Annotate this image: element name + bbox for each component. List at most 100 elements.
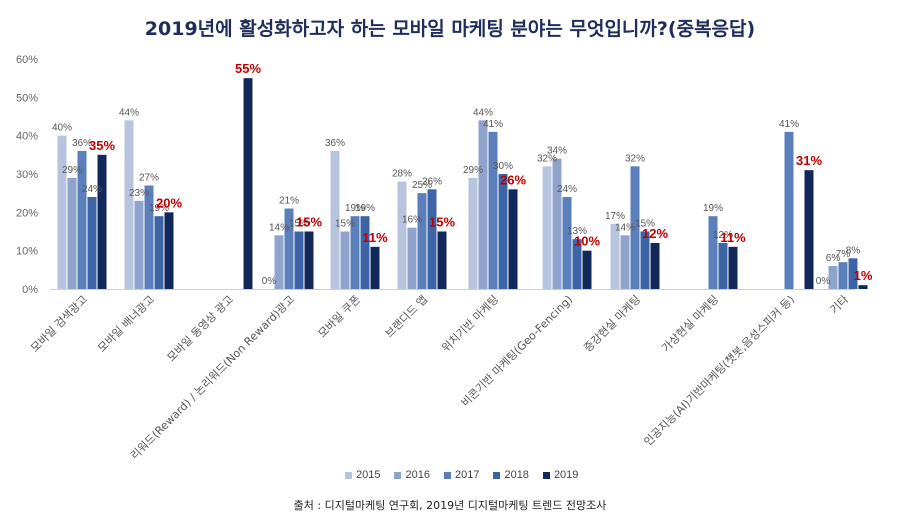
y-tick-label: 10% <box>16 246 38 258</box>
data-label-2017: 21% <box>279 196 299 207</box>
bar-2015 <box>542 166 552 289</box>
data-label-2019: 11% <box>720 230 746 245</box>
legend-item-2017: 2017 <box>443 469 480 481</box>
data-label-2019: 55% <box>235 61 261 76</box>
bar-2017 <box>144 185 154 289</box>
bar-2015 <box>397 181 407 289</box>
data-label-2018: 19% <box>149 203 169 214</box>
legend-swatch <box>443 471 451 479</box>
data-label-2016: 14% <box>269 222 289 233</box>
bar-2016 <box>620 235 630 289</box>
data-label-2018: 26% <box>422 176 442 187</box>
y-tick-label: 30% <box>16 169 38 181</box>
legend-label: 2016 <box>405 469 430 481</box>
data-label-2018: 30% <box>493 161 513 172</box>
bar-2019 <box>858 285 868 289</box>
legend-label: 2019 <box>553 469 579 481</box>
bar-2015 <box>468 177 478 289</box>
data-label-2018: 15% <box>289 219 309 230</box>
legend-item-2015: 2015 <box>345 469 380 481</box>
bar-2018 <box>848 258 858 289</box>
data-label-2019: 1% <box>854 268 873 283</box>
data-label-2017: 19% <box>345 203 365 214</box>
data-label-2018: 8% <box>846 245 861 256</box>
bar-2018 <box>498 174 508 289</box>
data-label-2016: 44% <box>473 107 493 118</box>
bar-2017 <box>77 151 87 289</box>
data-label-2016: 14% <box>615 222 635 233</box>
data-label-2017: 41% <box>779 119 799 130</box>
data-label-2017: 41% <box>483 119 503 130</box>
data-label-2015: 32% <box>537 153 557 164</box>
data-labels-group: 40%29%36%24%35%44%23%27%19%20%55%0%14%21… <box>52 61 873 287</box>
legend-swatch <box>345 471 352 479</box>
legend-swatch <box>394 471 402 479</box>
x-category-label: 기타 <box>828 293 852 317</box>
bar-2016 <box>274 235 284 289</box>
data-label-2019: 26% <box>500 172 526 187</box>
data-label-2018: 12% <box>713 230 733 241</box>
source-note: 출처 : 디지털마케팅 연구회, 2019년 디지털마케팅 트렌드 전망조사 <box>293 499 607 512</box>
data-label-2019: 15% <box>296 215 322 230</box>
legend-item-2019: 2019 <box>542 469 579 481</box>
bar-2016 <box>67 177 77 289</box>
bar-2019 <box>243 78 253 290</box>
y-tick-label: 60% <box>16 54 38 66</box>
legend-swatch <box>493 471 501 479</box>
x-category-label: 인공지능(AI)기반마케팅(챗봇,음성스피커 등) <box>641 292 797 448</box>
legend-label: 2017 <box>454 469 480 481</box>
bars-group <box>57 78 868 290</box>
bar-2015 <box>610 223 620 289</box>
data-label-2015: 29% <box>463 165 483 176</box>
bar-2019 <box>97 154 107 289</box>
bar-2018 <box>294 231 304 289</box>
bar-2016 <box>478 120 488 289</box>
y-tick-label: 40% <box>16 131 38 143</box>
data-label-2016: 29% <box>62 165 82 176</box>
legend: 2015 2016 2017 2018 2019 <box>345 469 578 481</box>
bar-2019 <box>650 243 660 289</box>
data-label-2015: 0% <box>816 276 831 287</box>
bar-2019 <box>728 246 738 289</box>
data-label-2019: 35% <box>89 138 115 153</box>
x-category-label: 모바일 쿠폰 <box>315 292 363 340</box>
bar-2018 <box>572 239 582 289</box>
data-label-2017: 24% <box>557 184 577 195</box>
bar-2018 <box>87 197 97 289</box>
data-label-2015: 36% <box>325 138 345 149</box>
data-label-2018: 15% <box>635 219 655 230</box>
chart-title: 2019년에 활성화하고자 하는 모바일 마케팅 분야는 무엇입니까?(중복응답… <box>144 18 756 40</box>
bar-2015 <box>57 135 67 289</box>
bar-2016 <box>340 231 350 289</box>
data-label-2017: 7% <box>836 249 851 260</box>
data-label-2019: 12% <box>642 226 668 241</box>
bar-2018 <box>718 243 728 289</box>
bar-2019 <box>508 189 518 289</box>
bar-2019 <box>804 170 814 289</box>
data-label-2019: 11% <box>362 230 388 245</box>
bar-2017 <box>488 131 498 289</box>
data-label-2016: 34% <box>547 146 567 157</box>
bar-2017 <box>784 131 794 289</box>
legend-item-2016: 2016 <box>394 469 430 481</box>
bar-2018 <box>154 216 164 289</box>
data-label-2016: 23% <box>129 188 149 199</box>
data-label-2016: 6% <box>826 253 841 264</box>
data-label-2019: 15% <box>429 215 455 230</box>
data-label-2018: 13% <box>567 226 587 237</box>
data-label-2015: 44% <box>119 107 139 118</box>
bar-2017 <box>630 166 640 289</box>
data-label-2016: 15% <box>335 219 355 230</box>
data-label-2017: 19% <box>703 203 723 214</box>
legend-item-2018: 2018 <box>493 469 529 481</box>
bar-2019 <box>370 246 380 289</box>
data-label-2019: 20% <box>156 195 182 210</box>
bar-2018 <box>360 216 370 289</box>
x-category-label: 모바일 배너광고 <box>95 292 157 354</box>
legend-label: 2018 <box>504 469 529 481</box>
x-category-label: 모바일 동영상 광고 <box>164 292 236 364</box>
data-label-2017: 36% <box>72 138 92 149</box>
y-tick-label: 20% <box>16 207 38 219</box>
data-label-2015: 28% <box>392 169 412 180</box>
